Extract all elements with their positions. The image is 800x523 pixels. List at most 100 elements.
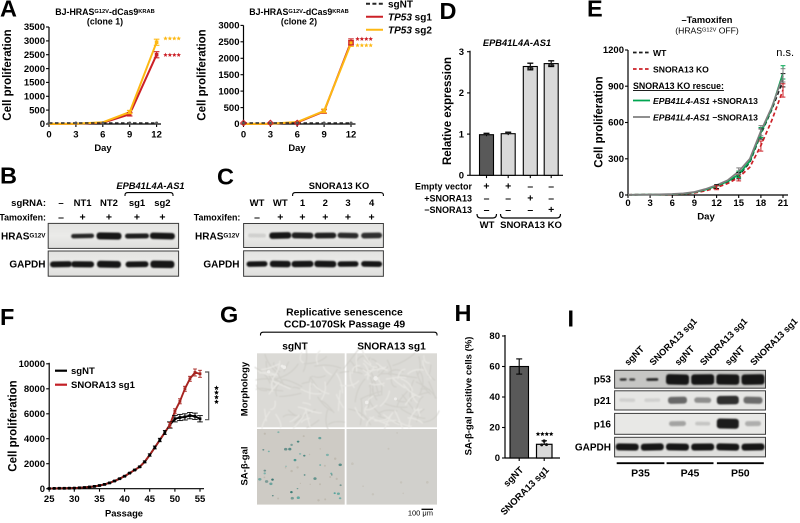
svg-text:9: 9: [692, 198, 697, 209]
svg-text:EPB41L4-AS1 +SNORA13: EPB41L4-AS1 +SNORA13: [653, 96, 758, 106]
svg-text:P50: P50: [731, 468, 750, 480]
svg-text:3000: 3000: [24, 36, 45, 47]
svg-text:–Tamoxifen: –Tamoxifen: [682, 15, 733, 25]
svg-text:–: –: [484, 192, 490, 204]
svg-text:E: E: [587, 0, 603, 22]
svg-text:sgNT: sgNT: [388, 0, 413, 10]
svg-text:35: 35: [94, 494, 105, 505]
svg-text:WT: WT: [250, 198, 265, 209]
svg-text:+: +: [483, 181, 489, 193]
svg-text:EPB41L4A-AS1: EPB41L4A-AS1: [116, 181, 184, 191]
svg-text:–: –: [484, 204, 490, 216]
svg-text:sgNT: sgNT: [623, 344, 647, 368]
svg-text:0: 0: [40, 484, 45, 495]
svg-text:EPB41L4-AS1 −SNORA13: EPB41L4-AS1 −SNORA13: [653, 113, 758, 123]
svg-text:300: 300: [608, 154, 624, 165]
svg-text:500: 500: [224, 103, 240, 114]
svg-text:SA-β-gal: SA-β-gal: [240, 446, 251, 485]
svg-text:1: 1: [300, 198, 306, 209]
svg-text:NT1: NT1: [74, 198, 93, 209]
svg-text:2: 2: [323, 198, 328, 209]
svg-text:9: 9: [127, 130, 132, 141]
svg-text:G: G: [220, 302, 238, 328]
svg-text:−SNORA13: −SNORA13: [424, 205, 472, 215]
svg-text:2500: 2500: [24, 50, 45, 61]
svg-text:GAPDH: GAPDH: [575, 443, 611, 454]
svg-text:8000: 8000: [24, 384, 45, 395]
svg-text:WT: WT: [653, 48, 667, 58]
svg-text:+: +: [134, 212, 140, 224]
svg-text:GAPDH: GAPDH: [9, 260, 45, 271]
svg-text:0: 0: [241, 130, 246, 141]
svg-text:I: I: [568, 306, 575, 332]
svg-text:–: –: [527, 181, 533, 193]
svg-text:HRASG12V: HRASG12V: [1, 232, 46, 243]
svg-text:+SNORA13: +SNORA13: [424, 193, 472, 203]
svg-text:2500: 2500: [218, 37, 239, 48]
svg-text:EPB41L4A-AS1: EPB41L4A-AS1: [483, 38, 551, 48]
svg-text:1200: 1200: [603, 45, 624, 56]
svg-text:–: –: [548, 192, 554, 204]
svg-text:sg2: sg2: [154, 198, 170, 209]
svg-text:BJ-HRASG12V-dCas9KRAB: BJ-HRASG12V-dCas9KRAB: [55, 7, 154, 17]
svg-text:100 μm: 100 μm: [408, 509, 433, 518]
svg-text:Tamoxifen:: Tamoxifen:: [194, 213, 241, 223]
svg-text:NT2: NT2: [100, 198, 118, 209]
svg-text:1500: 1500: [218, 70, 239, 81]
svg-text:3: 3: [647, 198, 652, 209]
svg-text:3: 3: [268, 130, 273, 141]
svg-text:SNORA13 sg1: SNORA13 sg1: [357, 342, 426, 353]
svg-text:Cell proliferation: Cell proliferation: [8, 380, 20, 471]
svg-text:3: 3: [459, 47, 464, 58]
svg-text:+: +: [80, 212, 86, 224]
svg-text:SA-β-gal positive cells (%): SA-β-gal positive cells (%): [464, 337, 475, 456]
svg-text:21: 21: [778, 198, 789, 209]
svg-text:GAPDH: GAPDH: [203, 260, 239, 271]
svg-text:0: 0: [234, 119, 239, 130]
svg-text:0: 0: [619, 190, 624, 201]
svg-text:45: 45: [144, 494, 155, 505]
svg-text:SNORA13 sg1: SNORA13 sg1: [71, 380, 136, 391]
svg-text:900: 900: [608, 81, 624, 92]
svg-text:SNORA13 KO rescue:: SNORA13 KO rescue:: [633, 81, 724, 91]
svg-text:p53: p53: [594, 375, 612, 386]
svg-text:sgNT: sgNT: [723, 344, 747, 368]
svg-text:60: 60: [489, 362, 500, 373]
svg-text:Tamoxifen:: Tamoxifen:: [0, 213, 46, 223]
svg-text:2: 2: [459, 88, 464, 99]
svg-text:P45: P45: [681, 468, 700, 480]
svg-text:+: +: [299, 212, 305, 224]
svg-text:Day: Day: [94, 142, 112, 153]
svg-text:55: 55: [195, 494, 206, 505]
svg-text:1500: 1500: [24, 78, 45, 89]
svg-text:SNORA13 KO: SNORA13 KO: [653, 65, 709, 75]
svg-text:sgNT: sgNT: [71, 366, 95, 377]
svg-text:–: –: [548, 181, 554, 193]
svg-text:HRASG12V: HRASG12V: [195, 232, 240, 243]
svg-text:A: A: [0, 0, 17, 22]
svg-text:(clone 1): (clone 1): [87, 17, 123, 27]
svg-text:+: +: [505, 181, 511, 193]
svg-text:D: D: [440, 0, 457, 24]
svg-text:40: 40: [119, 494, 130, 505]
svg-text:+: +: [345, 212, 351, 224]
svg-text:Day: Day: [697, 212, 715, 223]
svg-text:50: 50: [170, 494, 181, 505]
svg-text:Cell proliferation: Cell proliferation: [197, 29, 209, 120]
svg-text:BJ-HRASG12V-dCas9KRAB: BJ-HRASG12V-dCas9KRAB: [249, 7, 348, 17]
svg-text:600: 600: [608, 118, 624, 129]
svg-text:P35: P35: [631, 468, 650, 480]
svg-text:+: +: [106, 212, 112, 224]
svg-text:3: 3: [345, 198, 350, 209]
svg-text:10000: 10000: [19, 359, 45, 370]
svg-text:0: 0: [40, 119, 45, 130]
svg-text:1000: 1000: [24, 91, 45, 102]
svg-text:Morphology: Morphology: [240, 361, 251, 416]
svg-text:(clone 2): (clone 2): [281, 17, 317, 27]
svg-text:0: 0: [459, 171, 464, 182]
svg-text:Cell proliferation: Cell proliferation: [2, 29, 14, 120]
svg-text:6000: 6000: [24, 409, 45, 420]
svg-text:+: +: [277, 212, 283, 224]
svg-text:sgRNA:: sgRNA:: [11, 198, 46, 209]
svg-text:12: 12: [346, 130, 357, 141]
